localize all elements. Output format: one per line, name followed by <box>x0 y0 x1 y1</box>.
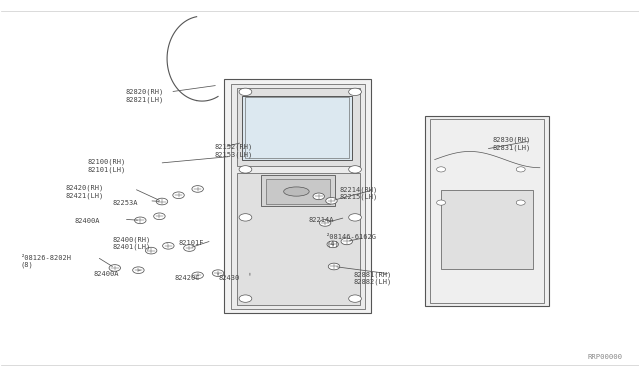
Polygon shape <box>425 116 549 306</box>
Text: 82820(RH)
82821(LH): 82820(RH) 82821(LH) <box>125 89 164 103</box>
Circle shape <box>328 263 340 270</box>
Circle shape <box>326 198 337 204</box>
Circle shape <box>239 88 252 96</box>
Text: 82420C: 82420C <box>175 275 200 281</box>
Circle shape <box>192 272 204 279</box>
Text: 82100(RH)
82101(LH): 82100(RH) 82101(LH) <box>88 159 125 173</box>
Circle shape <box>156 198 168 205</box>
Ellipse shape <box>284 187 309 196</box>
Circle shape <box>163 243 174 249</box>
Text: 82214(RH)
82215(LH): 82214(RH) 82215(LH) <box>339 186 378 201</box>
Circle shape <box>349 88 362 96</box>
Circle shape <box>109 264 120 271</box>
Text: RRP00000: RRP00000 <box>588 353 623 359</box>
Circle shape <box>212 270 224 276</box>
Circle shape <box>173 192 184 199</box>
Text: 82400A: 82400A <box>75 218 100 224</box>
Circle shape <box>319 219 331 226</box>
Circle shape <box>239 166 252 173</box>
Bar <box>261 175 335 206</box>
Text: 82400(RH)
82401(LH): 82400(RH) 82401(LH) <box>113 236 151 250</box>
Bar <box>441 190 534 269</box>
Text: ²08126-8202H
(8): ²08126-8202H (8) <box>20 255 72 269</box>
Circle shape <box>184 245 195 251</box>
Text: 82214A: 82214A <box>308 217 334 223</box>
Text: ²08146-6162G
(4): ²08146-6162G (4) <box>326 234 378 247</box>
Bar <box>266 179 330 204</box>
Bar <box>246 97 349 158</box>
Circle shape <box>516 167 525 172</box>
Circle shape <box>132 267 144 273</box>
Text: 82420(RH)
82421(LH): 82420(RH) 82421(LH) <box>65 185 104 199</box>
Circle shape <box>349 214 362 221</box>
Text: 82253A: 82253A <box>113 201 138 206</box>
Polygon shape <box>231 84 365 309</box>
Circle shape <box>516 200 525 205</box>
Bar <box>243 96 352 160</box>
Text: 82101F: 82101F <box>179 240 204 246</box>
Text: 82830(RH)
82831(LH): 82830(RH) 82831(LH) <box>492 137 531 151</box>
Circle shape <box>313 193 324 200</box>
Circle shape <box>145 247 157 254</box>
Polygon shape <box>237 173 360 305</box>
Circle shape <box>154 213 165 219</box>
Circle shape <box>341 238 353 245</box>
Circle shape <box>349 295 362 302</box>
Polygon shape <box>237 88 360 166</box>
Text: 82152(RH)
82153(LH): 82152(RH) 82153(LH) <box>215 144 253 158</box>
Circle shape <box>436 167 445 172</box>
Text: 82881(RH)
82882(LH): 82881(RH) 82882(LH) <box>354 271 392 285</box>
Circle shape <box>349 166 362 173</box>
Circle shape <box>436 200 445 205</box>
Circle shape <box>239 214 252 221</box>
Text: 82430: 82430 <box>218 275 239 281</box>
Polygon shape <box>225 79 371 313</box>
Text: 82400A: 82400A <box>94 271 119 277</box>
Circle shape <box>327 241 339 248</box>
Circle shape <box>239 295 252 302</box>
Circle shape <box>192 186 204 192</box>
Circle shape <box>134 217 146 224</box>
